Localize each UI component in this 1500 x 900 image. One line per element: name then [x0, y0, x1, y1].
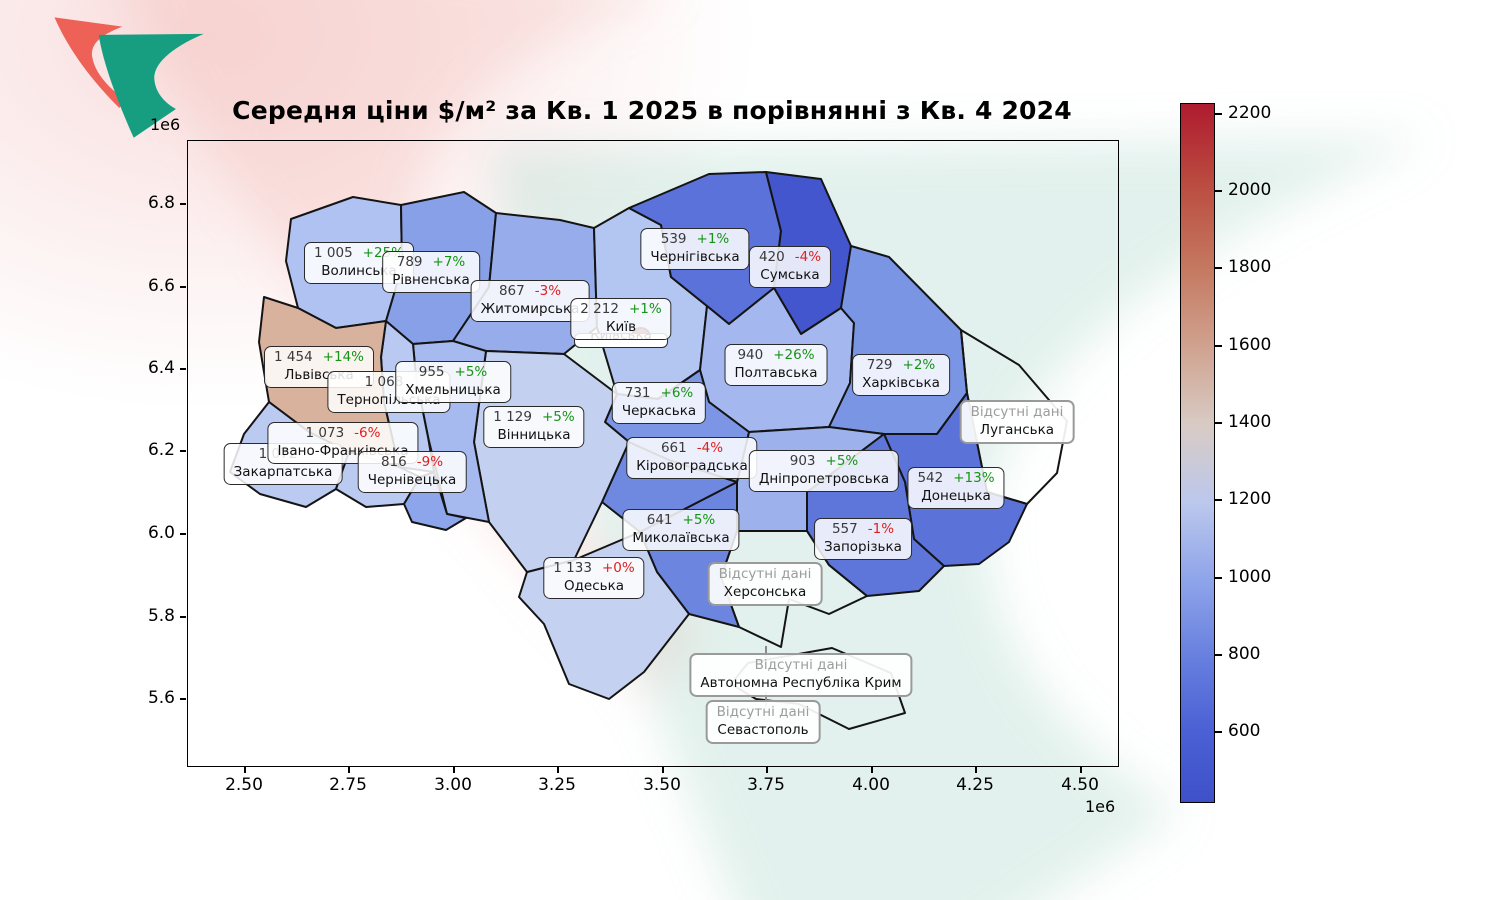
region-labels-layer: 1 005+25%Волинська789+7%Рівненська867-3%…	[188, 141, 1118, 766]
x-tick-label: 3.50	[643, 775, 681, 795]
y-tick-mark	[180, 450, 186, 452]
chart-title: Середня ціни $/м² за Кв. 1 2025 в порівн…	[232, 96, 1072, 125]
colorbar-tick-mark	[1215, 113, 1222, 115]
x-tick-mark	[766, 766, 768, 773]
x-tick-mark	[348, 766, 350, 773]
colorbar-tick-label: 2200	[1228, 103, 1272, 123]
label-sumska: 420 -4% Сумська	[748, 245, 832, 289]
label-dnipropetrovska: 903 +5% Дніпропетровська	[748, 449, 900, 493]
colorbar-tick-label: 1200	[1228, 489, 1272, 509]
y-tick-mark	[180, 286, 186, 288]
label-luhanska: Відсутні дані Луганська	[959, 399, 1075, 445]
x-tick-mark	[1080, 766, 1082, 773]
x-tick-label: 4.25	[956, 775, 994, 795]
colorbar-tick-mark	[1215, 654, 1222, 656]
label-sevastopol: Відсутні дані Севастополь	[705, 699, 821, 745]
y-tick-label: 6.6	[147, 276, 175, 296]
y-tick-mark	[180, 698, 186, 700]
colorbar-tick-label: 1000	[1228, 567, 1272, 587]
y-tick-mark	[180, 616, 186, 618]
label-chernivetska: 816 -9% Чернівецька	[357, 450, 467, 494]
colorbar-tick-label: 600	[1228, 721, 1261, 741]
colorbar-tick-label: 2000	[1228, 180, 1272, 200]
colorbar-tick-mark	[1215, 267, 1222, 269]
x-tick-mark	[975, 766, 977, 773]
y-tick-label: 6.0	[147, 523, 175, 543]
x-axis-offset: 1e6	[1085, 797, 1116, 816]
label-cherkaska: 731 +6% Черкаська	[611, 381, 707, 425]
label-vinnytska: 1 129 +5% Вінницька	[483, 405, 585, 449]
colorbar	[1180, 103, 1215, 803]
y-tick-mark	[180, 368, 186, 370]
label-poltavska: 940 +26% Полтавська	[724, 343, 828, 387]
colorbar-tick-mark	[1215, 731, 1222, 733]
colorbar-tick-mark	[1215, 422, 1222, 424]
company-logo	[54, 17, 204, 138]
x-tick-label: 4.50	[1061, 775, 1099, 795]
colorbar-tick-label: 1600	[1228, 335, 1272, 355]
label-kirovohradska: 661 -4% Кіровоградська	[626, 436, 758, 480]
x-tick-mark	[871, 766, 873, 773]
colorbar-tick-label: 1800	[1228, 257, 1272, 277]
label-ivano_frankivska: 1 073 -6% Івано-Франківська	[267, 421, 419, 465]
y-axis-offset: 1e6	[150, 115, 181, 134]
label-zaporizka: 557 -1% Запорізька	[814, 517, 912, 561]
label-khersonska: Відсутні дані Херсонська	[707, 561, 823, 607]
y-tick-label: 6.4	[147, 358, 175, 378]
x-tick-label: 3.75	[747, 775, 785, 795]
x-tick-label: 3.00	[434, 775, 472, 795]
y-tick-label: 5.6	[147, 688, 175, 708]
logo-red-swoosh	[54, 17, 126, 108]
y-tick-label: 6.2	[147, 440, 175, 460]
label-odeska: 1 133 +0% Одеська	[543, 556, 645, 600]
y-tick-mark	[180, 533, 186, 535]
colorbar-tick-label: 1400	[1228, 412, 1272, 432]
x-tick-mark	[557, 766, 559, 773]
x-tick-mark	[662, 766, 664, 773]
label-khmelnytska: 955 +5% Хмельницька	[395, 360, 511, 404]
x-tick-label: 2.75	[329, 775, 367, 795]
y-tick-label: 5.8	[147, 606, 175, 626]
x-tick-label: 3.25	[538, 775, 576, 795]
label-kyiv: 2 212 +1% Київ	[570, 297, 672, 341]
label-kharkivska: 729 +2% Харківська	[852, 353, 950, 397]
x-tick-mark	[453, 766, 455, 773]
colorbar-tick-mark	[1215, 345, 1222, 347]
colorbar-tick-mark	[1215, 190, 1222, 192]
x-tick-label: 2.50	[225, 775, 263, 795]
y-tick-label: 6.8	[147, 193, 175, 213]
logo-teal-swoosh	[98, 33, 204, 138]
label-zhytomyrska: 867 -3% Житомирська	[470, 279, 590, 323]
colorbar-tick-mark	[1215, 577, 1222, 579]
x-tick-label: 4.00	[852, 775, 890, 795]
label-chernihivska: 539 +1% Чернігівська	[640, 227, 750, 271]
label-mykolaivska: 641 +5% Миколаївська	[622, 508, 740, 552]
label-krym: Відсутні дані Автономна Республіка Крим	[689, 652, 913, 698]
colorbar-tick-mark	[1215, 499, 1222, 501]
label-donetska: 542 +13% Донецька	[907, 466, 1005, 510]
x-tick-mark	[244, 766, 246, 773]
label-rivnenska: 789 +7% Рівненська	[382, 250, 480, 294]
y-tick-mark	[180, 203, 186, 205]
map-axes: 1 005+25%Волинська789+7%Рівненська867-3%…	[187, 140, 1119, 767]
colorbar-tick-label: 800	[1228, 644, 1261, 664]
